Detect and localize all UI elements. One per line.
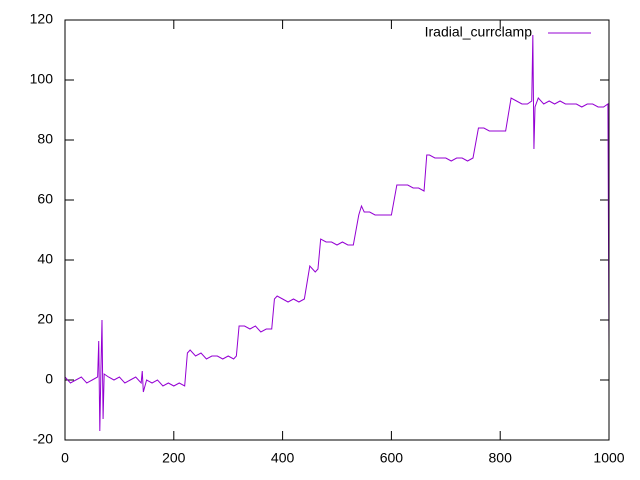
x-tick-label: 800 [489, 450, 513, 466]
y-tick-label: 120 [30, 11, 54, 27]
y-tick-label: 60 [37, 191, 53, 207]
y-tick-label: 0 [45, 371, 53, 387]
y-tick-label: 80 [37, 131, 53, 147]
x-tick-label: 0 [61, 450, 69, 466]
y-tick-label: 20 [37, 311, 53, 327]
x-tick-label: 1000 [593, 450, 624, 466]
data-line [64, 34, 610, 432]
legend-label: Iradial_currclamp [425, 24, 533, 40]
x-tick-label: 600 [380, 450, 404, 466]
x-tick-label: 400 [271, 450, 295, 466]
x-tick-label: 200 [162, 450, 186, 466]
y-tick-label: -20 [33, 431, 53, 447]
plot-border [64, 19, 610, 441]
y-tick-label: 40 [37, 251, 53, 267]
y-tick-label: 100 [30, 71, 54, 87]
